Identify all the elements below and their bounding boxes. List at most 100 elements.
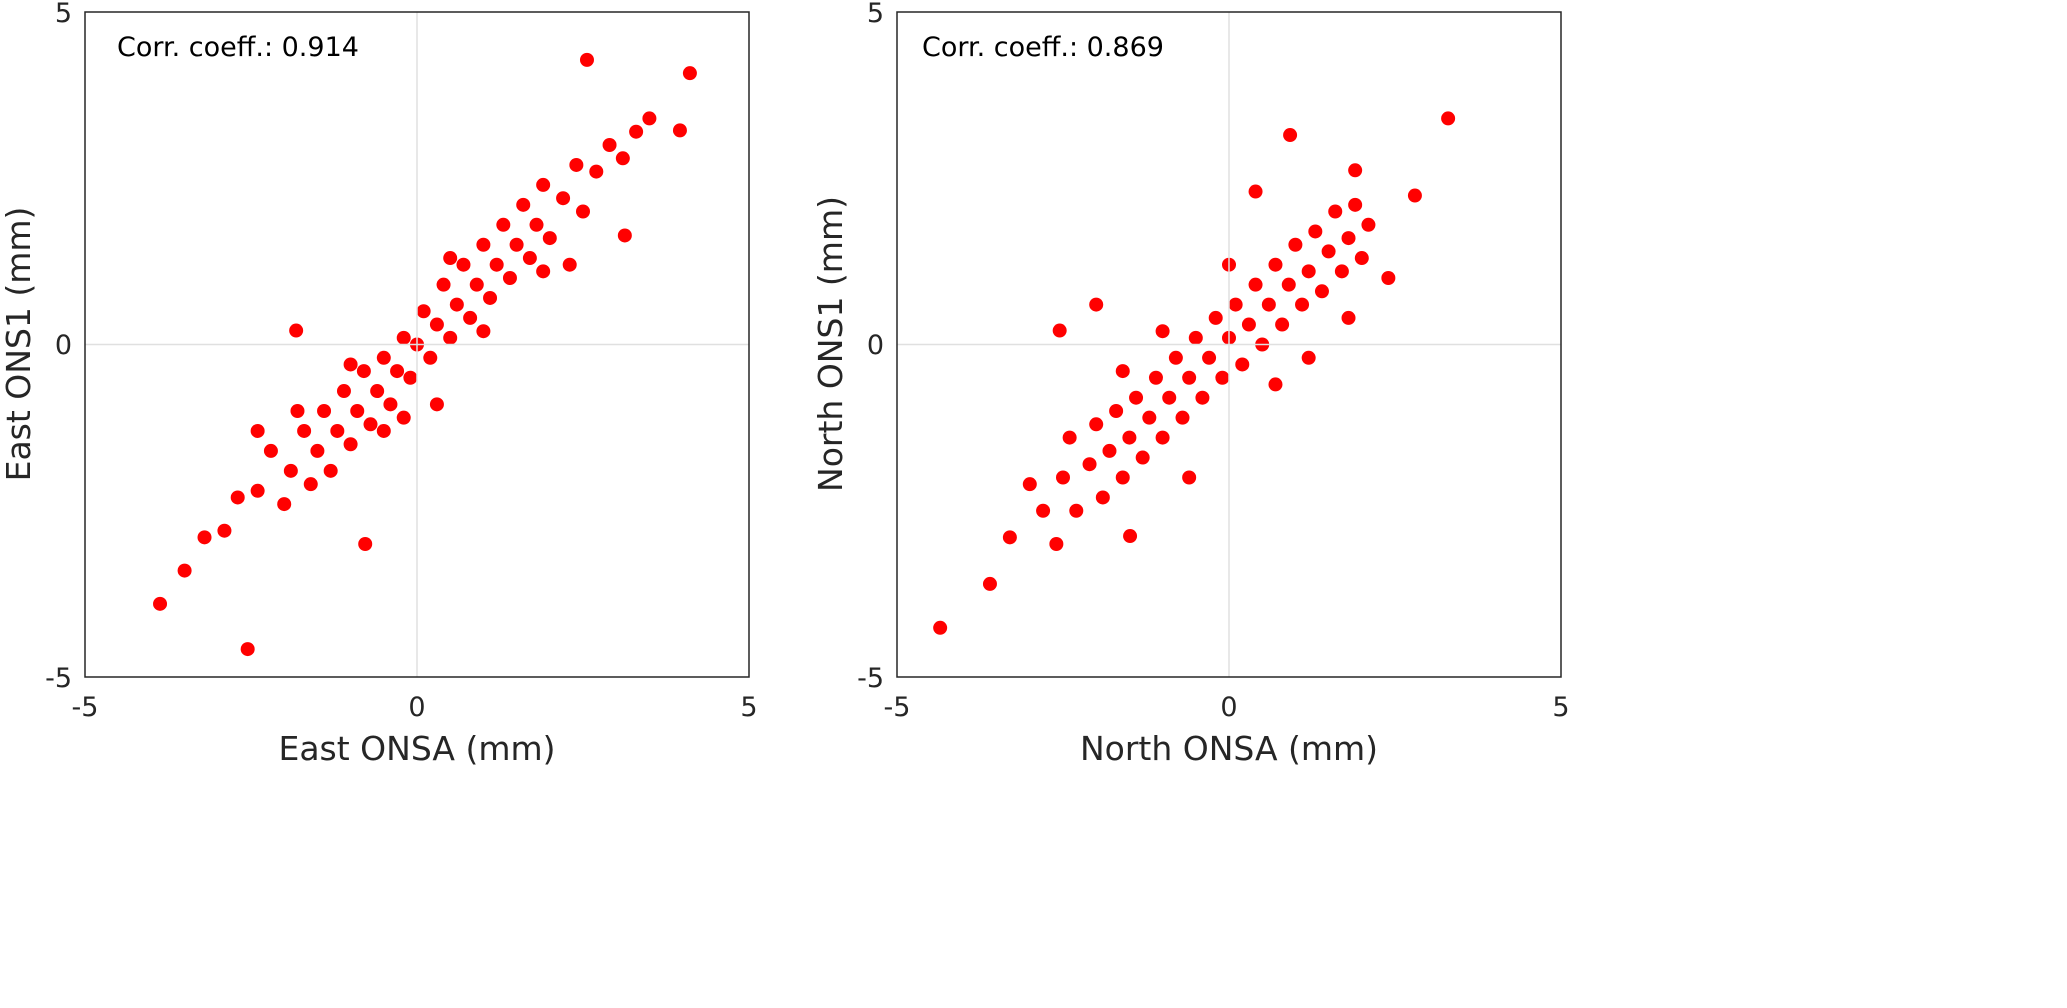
data-point	[1175, 410, 1190, 425]
data-point	[602, 138, 617, 152]
data-point	[536, 177, 551, 192]
data-point	[449, 297, 464, 312]
x-tick-label: 5	[740, 692, 757, 723]
data-point	[1182, 470, 1197, 485]
x-tick-label: -5	[72, 692, 99, 723]
data-point	[615, 151, 630, 166]
data-point	[1248, 277, 1263, 292]
data-point	[240, 642, 255, 657]
data-point	[562, 257, 577, 272]
data-point	[363, 417, 378, 432]
left-scatter-plot: Corr. coeff.: 0.914 -5 0 5 -5 0 5 East O…	[0, 0, 758, 768]
data-point	[1354, 251, 1369, 266]
data-point	[1208, 310, 1223, 325]
data-point	[250, 423, 265, 438]
data-point	[1288, 237, 1303, 252]
x-tick-label: 5	[1552, 692, 1569, 723]
data-point	[1155, 324, 1170, 339]
data-point	[153, 596, 168, 611]
data-point	[297, 423, 312, 438]
data-point	[502, 271, 517, 285]
data-point	[1056, 470, 1070, 485]
y-axis-label: North ONS1 (mm)	[811, 196, 850, 492]
data-point	[1122, 430, 1137, 445]
data-point	[463, 310, 478, 325]
data-point	[289, 323, 304, 338]
data-point	[642, 111, 657, 126]
data-point	[982, 576, 997, 591]
data-point	[1002, 530, 1017, 545]
data-point	[569, 157, 584, 172]
data-point	[456, 257, 471, 272]
data-point	[336, 384, 351, 399]
data-point	[1155, 430, 1170, 445]
data-point	[1202, 350, 1217, 365]
right-scatter-plot: Corr. coeff.: 0.869 -5 0 5 -5 0 5 North …	[811, 0, 1570, 768]
data-point	[556, 191, 571, 206]
data-point	[1215, 370, 1230, 385]
data-point	[1235, 357, 1250, 372]
data-point	[1348, 163, 1363, 178]
data-point	[1102, 443, 1117, 458]
x-tick-label: 0	[408, 692, 425, 723]
data-point	[617, 228, 632, 243]
data-point	[1381, 271, 1396, 285]
data-point	[682, 66, 697, 81]
data-point	[350, 404, 365, 418]
data-point	[1301, 350, 1316, 365]
y-tick-label: 0	[55, 330, 72, 361]
data-point	[370, 384, 385, 399]
data-point	[529, 217, 544, 232]
data-point	[310, 443, 325, 458]
data-point	[1348, 197, 1363, 212]
data-point	[403, 370, 418, 385]
data-point	[522, 251, 537, 266]
data-point	[1281, 277, 1296, 292]
data-point	[1182, 370, 1197, 385]
data-point	[443, 330, 458, 345]
data-point	[290, 404, 305, 418]
data-point	[358, 537, 373, 551]
data-point	[1082, 457, 1097, 472]
data-point	[1089, 297, 1104, 312]
data-point	[429, 317, 444, 332]
data-point	[1049, 537, 1064, 551]
data-point	[1321, 244, 1336, 259]
y-tick-label: 5	[55, 0, 72, 29]
data-point	[496, 217, 511, 232]
data-point	[390, 364, 405, 379]
data-point	[542, 231, 557, 246]
data-point	[1062, 430, 1077, 445]
y-tick-label: 5	[867, 0, 884, 29]
axes-box	[896, 11, 1562, 678]
data-point	[1036, 503, 1051, 518]
data-point	[1115, 470, 1130, 485]
data-point	[323, 463, 338, 478]
data-point	[376, 350, 391, 365]
data-point	[1275, 317, 1290, 332]
data-point	[283, 463, 298, 478]
data-point	[1195, 390, 1210, 405]
data-point	[1129, 390, 1144, 405]
data-point	[1407, 188, 1422, 203]
data-point	[1241, 317, 1256, 332]
data-point	[1135, 450, 1150, 465]
data-point	[1268, 257, 1283, 272]
data-point	[429, 397, 444, 412]
data-point	[1228, 297, 1243, 312]
y-tick-label: -5	[857, 663, 884, 694]
correlation-annotation: Corr. coeff.: 0.914	[117, 32, 359, 63]
data-point	[536, 264, 551, 279]
data-point	[376, 423, 391, 438]
data-point	[423, 350, 438, 365]
data-point	[277, 497, 292, 512]
x-tick-label: 0	[1220, 692, 1237, 723]
data-point	[933, 620, 948, 635]
axes-box	[84, 11, 750, 678]
data-point	[1142, 410, 1157, 425]
data-point	[330, 423, 345, 438]
y-tick-label: -5	[45, 663, 72, 694]
data-point	[396, 330, 411, 345]
data-point	[509, 237, 524, 252]
x-tick-label: -5	[884, 692, 911, 723]
